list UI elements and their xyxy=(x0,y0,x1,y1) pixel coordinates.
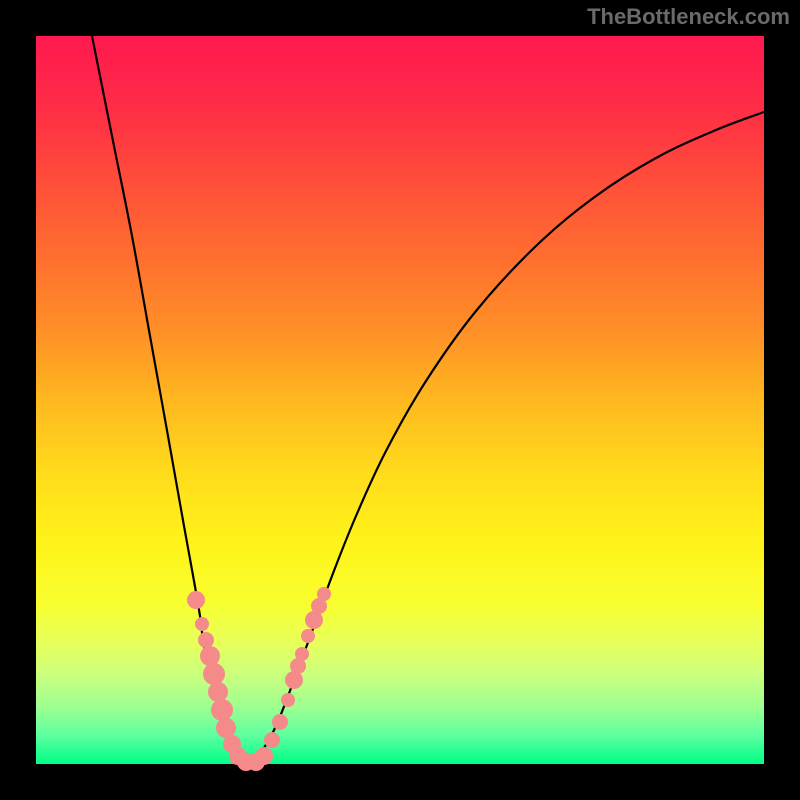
plot-area xyxy=(36,36,764,764)
data-marker xyxy=(200,646,220,666)
data-marker xyxy=(264,732,280,748)
data-marker xyxy=(285,671,303,689)
data-marker xyxy=(295,647,309,661)
chart-root: TheBottleneck.com xyxy=(0,0,800,800)
data-marker xyxy=(301,629,315,643)
curve-layer xyxy=(36,36,764,764)
data-marker xyxy=(281,693,295,707)
right-curve xyxy=(248,112,764,764)
data-marker xyxy=(216,718,236,738)
data-marker xyxy=(317,587,331,601)
marker-group xyxy=(187,587,331,771)
left-curve xyxy=(92,36,248,764)
data-marker xyxy=(187,591,205,609)
data-marker xyxy=(198,632,214,648)
data-marker xyxy=(272,714,288,730)
data-marker xyxy=(255,747,273,765)
data-marker xyxy=(211,699,233,721)
data-marker xyxy=(208,682,228,702)
watermark-text: TheBottleneck.com xyxy=(587,4,790,30)
data-marker xyxy=(203,663,225,685)
data-marker xyxy=(195,617,209,631)
